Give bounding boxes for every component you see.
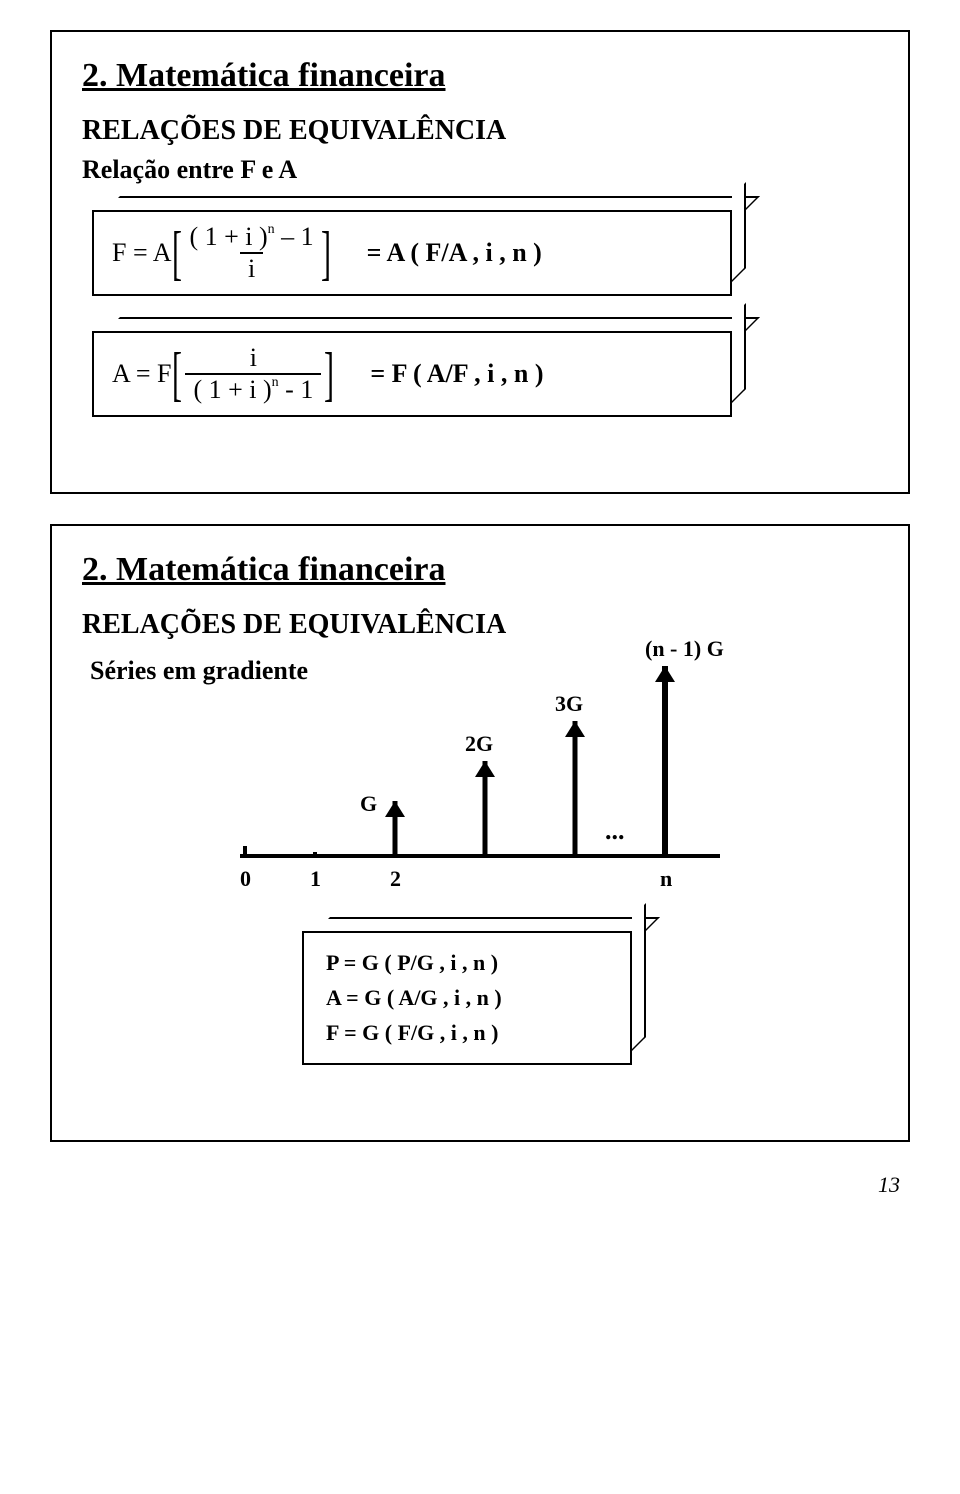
bracket-close-icon: ] [324,349,334,400]
formula-rhs: = F ( A/F , i , n ) [370,359,543,389]
axis-label-0: 0 [240,866,251,892]
fraction-num: i [246,343,261,373]
formula-lhs-text: F = A [112,238,171,268]
formula-box-fa: F = A [ ( 1 + i )n – 1 i ] = A ( F/A , i… [92,210,746,296]
bracket-open-icon: [ [172,349,182,400]
axis-label-2: 2 [390,866,401,892]
slide-2: 2. Matemática financeira RELAÇÕES DE EQU… [50,524,910,1142]
formula-line-fg: F = G ( F/G , i , n ) [326,1015,608,1050]
arrow-label-2g: 2G [465,731,493,757]
bracket-close-icon: ] [321,228,331,279]
num-exp: n [268,222,275,237]
axis-label-n: n [660,866,672,892]
den-exp: n [272,375,279,390]
slide-title: 2. Matemática financeira [82,551,878,589]
formula-line-ag: A = G ( A/G , i , n ) [326,980,608,1015]
fraction-num: ( 1 + i )n – 1 [185,222,317,252]
arrow-label-g: G [360,791,377,817]
gradient-diagram: Séries em gradiente G 2G 3G (n - 1) G ..… [220,651,740,911]
section-heading: RELAÇÕES DE EQUIVALÊNCIA [82,609,878,641]
series-label: Séries em gradiente [90,656,308,686]
formula-line-pg: P = G ( P/G , i , n ) [326,945,608,980]
page-number: 13 [0,1172,900,1198]
fraction-den: ( 1 + i )n - 1 [185,373,321,405]
slide-title: 2. Matemática financeira [82,57,878,95]
ellipsis: ... [605,816,625,846]
arrow-label-3g: 3G [555,691,583,717]
den-a: ( 1 + i ) [193,375,271,404]
fraction: i ( 1 + i )n - 1 [185,343,321,405]
section-heading: RELAÇÕES DE EQUIVALÊNCIA [82,115,878,147]
num-b: – 1 [275,222,314,251]
formula-box-af: A = F [ i ( 1 + i )n - 1 ] = F ( A/F , i… [92,331,746,417]
arrow-label-n1g: (n - 1) G [645,636,724,662]
formula-lhs: F = A [ ( 1 + i )n – 1 i ] [112,222,332,284]
den-b: - 1 [279,375,314,404]
formula-box-gradient: P = G ( P/G , i , n ) A = G ( A/G , i , … [302,931,646,1065]
fraction-den: i [240,252,263,284]
formula-lhs-text: A = F [112,359,171,389]
num-a: ( 1 + i ) [189,222,267,251]
formula-lhs: A = F [ i ( 1 + i )n - 1 ] [112,343,335,405]
sub-heading: Relação entre F e A [82,155,878,185]
axis-label-1: 1 [310,866,321,892]
fraction: ( 1 + i )n – 1 i [185,222,317,284]
formula-rhs: = A ( F/A , i , n ) [367,238,542,268]
bracket-open-icon: [ [172,228,182,279]
slide-1: 2. Matemática financeira RELAÇÕES DE EQU… [50,30,910,494]
